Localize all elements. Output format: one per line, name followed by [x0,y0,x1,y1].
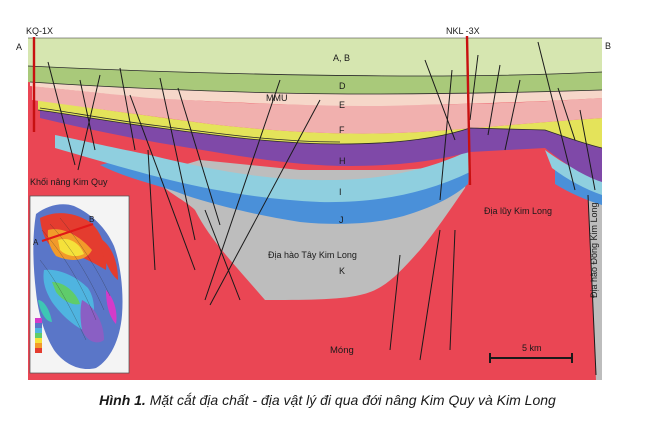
horizon-label-d: D [339,81,346,91]
layer-j [100,155,470,224]
horizon-label-k: K [339,266,345,276]
label-dia-hao-dong-kim-long: Địa hào Đông Kim Long [589,202,599,298]
layer-e [32,86,602,134]
geological-cross-section: A B KQ-1X NKL -3X A, B D MMU E F H I J K… [16,26,611,380]
horizon-label-i: I [339,187,342,197]
figure-number: Hình 1. [99,392,146,408]
layer-f [38,100,602,148]
horizon-label-mmu: MMU [266,93,288,103]
well-nkl-3x [465,35,472,186]
horizon-lines [28,65,602,149]
inset-section-line [41,222,94,243]
section-end-b: B [605,41,611,51]
well-label-kq-1x: KQ-1X [26,26,53,36]
horizon-label-basement: Móng [330,345,354,356]
horizon-label-e: E [339,100,345,110]
well-label-nkl-3x: NKL -3X [446,26,480,36]
horizon-label-ab: A, B [333,53,350,63]
inset-point-a: A [33,238,39,247]
fault-lines [47,41,597,376]
layer-h-right [470,128,602,182]
section-end-a: A [16,42,22,52]
layer-d [28,66,602,94]
layer-i-east [545,150,602,195]
figure-caption: Hình 1. Mặt cắt địa chất - địa vật lý đi… [0,392,655,408]
label-dia-luy-kim-long: Địa lũy Kim Long [484,206,552,216]
layer-h [40,108,470,166]
horizon-label-j: J [339,215,344,225]
inset-point-b: B [89,215,94,224]
inset-color-legend [35,318,42,353]
horizon-label-h: H [339,156,346,166]
label-dia-hao-tay-kim-long: Địa hào Tây Kim Long [268,250,357,260]
layer-i [55,135,470,203]
scale-bar: 5 km [489,343,573,363]
figure-caption-text: Mặt cắt địa chất - địa vật lý đi qua đới… [145,392,556,408]
scale-bar-label: 5 km [522,343,542,353]
horizon-label-f: F [339,125,345,135]
layer-k-east [588,190,602,380]
layer-ab [28,38,602,76]
location-inset-map: A B [29,195,130,374]
label-khoi-nang-kim-quy: Khối nâng Kim Quy [30,177,108,187]
